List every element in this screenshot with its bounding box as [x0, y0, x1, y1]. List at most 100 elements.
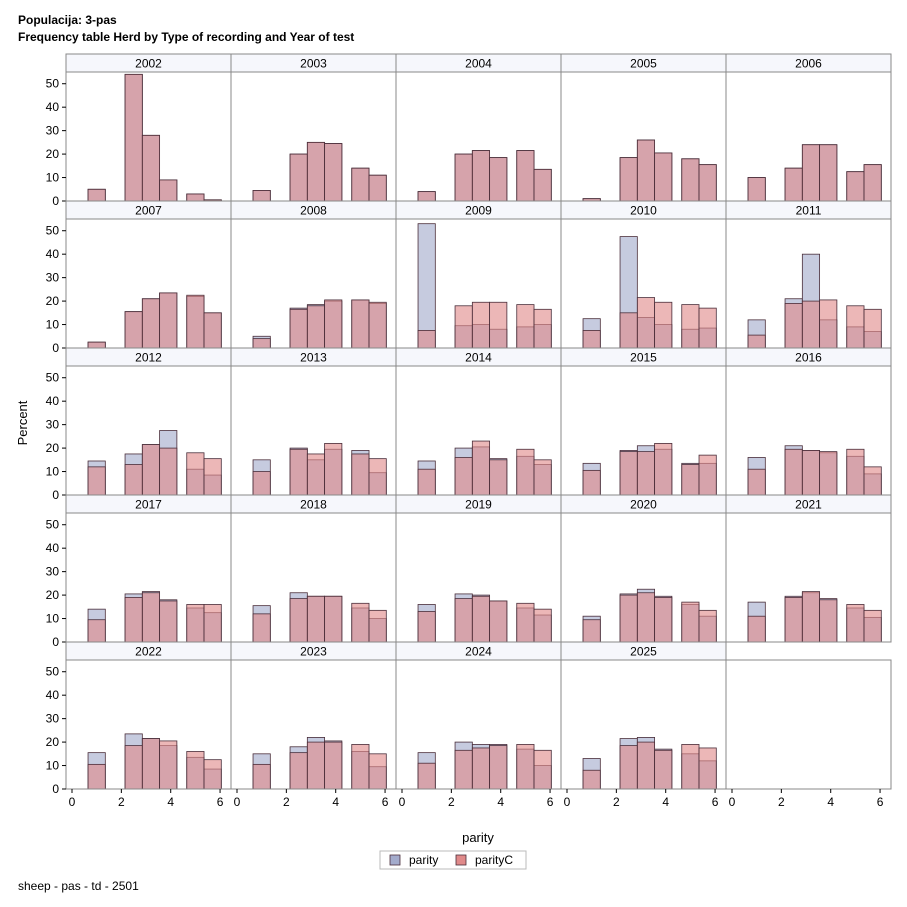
x-tick-label: 0: [69, 795, 76, 809]
parityC-bar: [681, 601, 700, 643]
parityC-bar: [252, 613, 271, 643]
parityC-bar: [368, 458, 387, 496]
parityC-bar: [654, 301, 673, 349]
parityC-bar: [141, 592, 161, 643]
y-tick-label: 40: [46, 247, 60, 261]
y-tick-label: 50: [46, 665, 60, 679]
parityC-bar: [801, 300, 821, 349]
parityC-bar: [784, 597, 803, 643]
parityC-bar: [141, 738, 161, 790]
parityC-bar: [619, 157, 638, 202]
parityC-bar: [582, 619, 601, 643]
parityC-bar: [471, 595, 491, 643]
parityC-bar: [124, 311, 143, 349]
legend-box: [379, 850, 527, 870]
parityC-bar: [516, 602, 535, 643]
y-tick-label: 0: [52, 341, 59, 355]
parityC-bar: [582, 469, 601, 496]
parityC-bar: [454, 153, 473, 202]
y-tick-label: 20: [46, 294, 60, 308]
x-tick-label: 6: [382, 795, 389, 809]
parityC-bar: [863, 308, 882, 349]
parityC-bar: [747, 615, 766, 643]
parityC-bar: [87, 341, 106, 349]
parityC-bar: [124, 73, 143, 202]
parityC-bar: [186, 193, 205, 202]
parityC-bar: [306, 305, 326, 349]
parityC-bar: [159, 740, 178, 790]
x-tick-label: 4: [827, 795, 834, 809]
parityC-bar: [289, 598, 308, 643]
panel-year-label: 2019: [465, 498, 492, 512]
parityC-bar: [417, 468, 436, 496]
parityC-bar: [863, 609, 882, 643]
parityC-bar: [819, 451, 838, 496]
parityC-bar: [417, 762, 436, 790]
parityC-bar: [87, 619, 106, 643]
parityC-bar: [582, 330, 601, 349]
panel-year-label: 2016: [795, 351, 822, 365]
panel-year-label: 2023: [300, 645, 327, 659]
parityC-bar: [801, 591, 821, 643]
parityC-bar: [619, 312, 638, 349]
parityC-bar: [619, 451, 638, 496]
parityC-bar: [351, 167, 370, 202]
parityC-bar: [784, 303, 803, 349]
parityC-bar: [819, 299, 838, 349]
parityC-bar: [533, 749, 552, 790]
parityC-bar: [489, 301, 508, 349]
parityC-bar: [698, 609, 717, 643]
y-tick-label: 40: [46, 688, 60, 702]
panel-year-label: 2013: [300, 351, 327, 365]
parityC-bar: [203, 458, 222, 496]
parityC-bar: [801, 144, 821, 202]
parityC-bar: [489, 745, 508, 790]
parityC-bar: [471, 301, 491, 349]
y-tick-label: 20: [46, 147, 60, 161]
parityC-bar: [417, 191, 436, 202]
parityC-bar: [417, 330, 436, 349]
x-tick-label: 4: [167, 795, 174, 809]
panel-year-label: 2021: [795, 498, 822, 512]
legend-parityC-swatch: [455, 854, 467, 866]
y-tick-label: 0: [52, 488, 59, 502]
parityC-bar: [654, 152, 673, 202]
parityC-bar: [159, 292, 178, 349]
parityC-bar: [454, 749, 473, 790]
parityC-bar: [203, 312, 222, 349]
parityC-bar: [368, 174, 387, 202]
parityC-bar: [368, 753, 387, 790]
x-tick-label: 6: [877, 795, 884, 809]
panel-year-label: 2008: [300, 204, 327, 218]
panel-year-label: 2012: [135, 351, 162, 365]
x-tick-label: 4: [497, 795, 504, 809]
x-tick-label: 0: [564, 795, 571, 809]
parityC-bar: [516, 448, 535, 496]
panel-year-label: 2018: [300, 498, 327, 512]
parityC-bar: [533, 608, 552, 643]
panel-year-label: 2006: [795, 57, 822, 71]
y-tick-label: 40: [46, 541, 60, 555]
y-tick-label: 40: [46, 394, 60, 408]
parityC-bar: [141, 134, 161, 202]
parityC-bar: [289, 308, 308, 349]
parityC-bar: [654, 597, 673, 643]
parityC-bar: [87, 466, 106, 496]
parityC-bar: [141, 444, 161, 496]
parityC-bar: [324, 741, 343, 790]
parityC-bar: [846, 448, 865, 496]
y-tick-label: 0: [52, 782, 59, 796]
parityC-bar: [681, 158, 700, 202]
parityC-bar: [471, 747, 491, 790]
parityC-bar: [324, 299, 343, 349]
parityC-bar: [654, 442, 673, 496]
parityC-bar: [533, 308, 552, 349]
parityC-bar: [368, 609, 387, 643]
y-tick-label: 50: [46, 224, 60, 238]
parityC-bar: [368, 301, 387, 349]
parityC-bar: [784, 167, 803, 202]
y-tick-label: 30: [46, 418, 60, 432]
y-tick-label: 0: [52, 635, 59, 649]
parityC-bar: [306, 595, 326, 643]
y-tick-label: 0: [52, 194, 59, 208]
